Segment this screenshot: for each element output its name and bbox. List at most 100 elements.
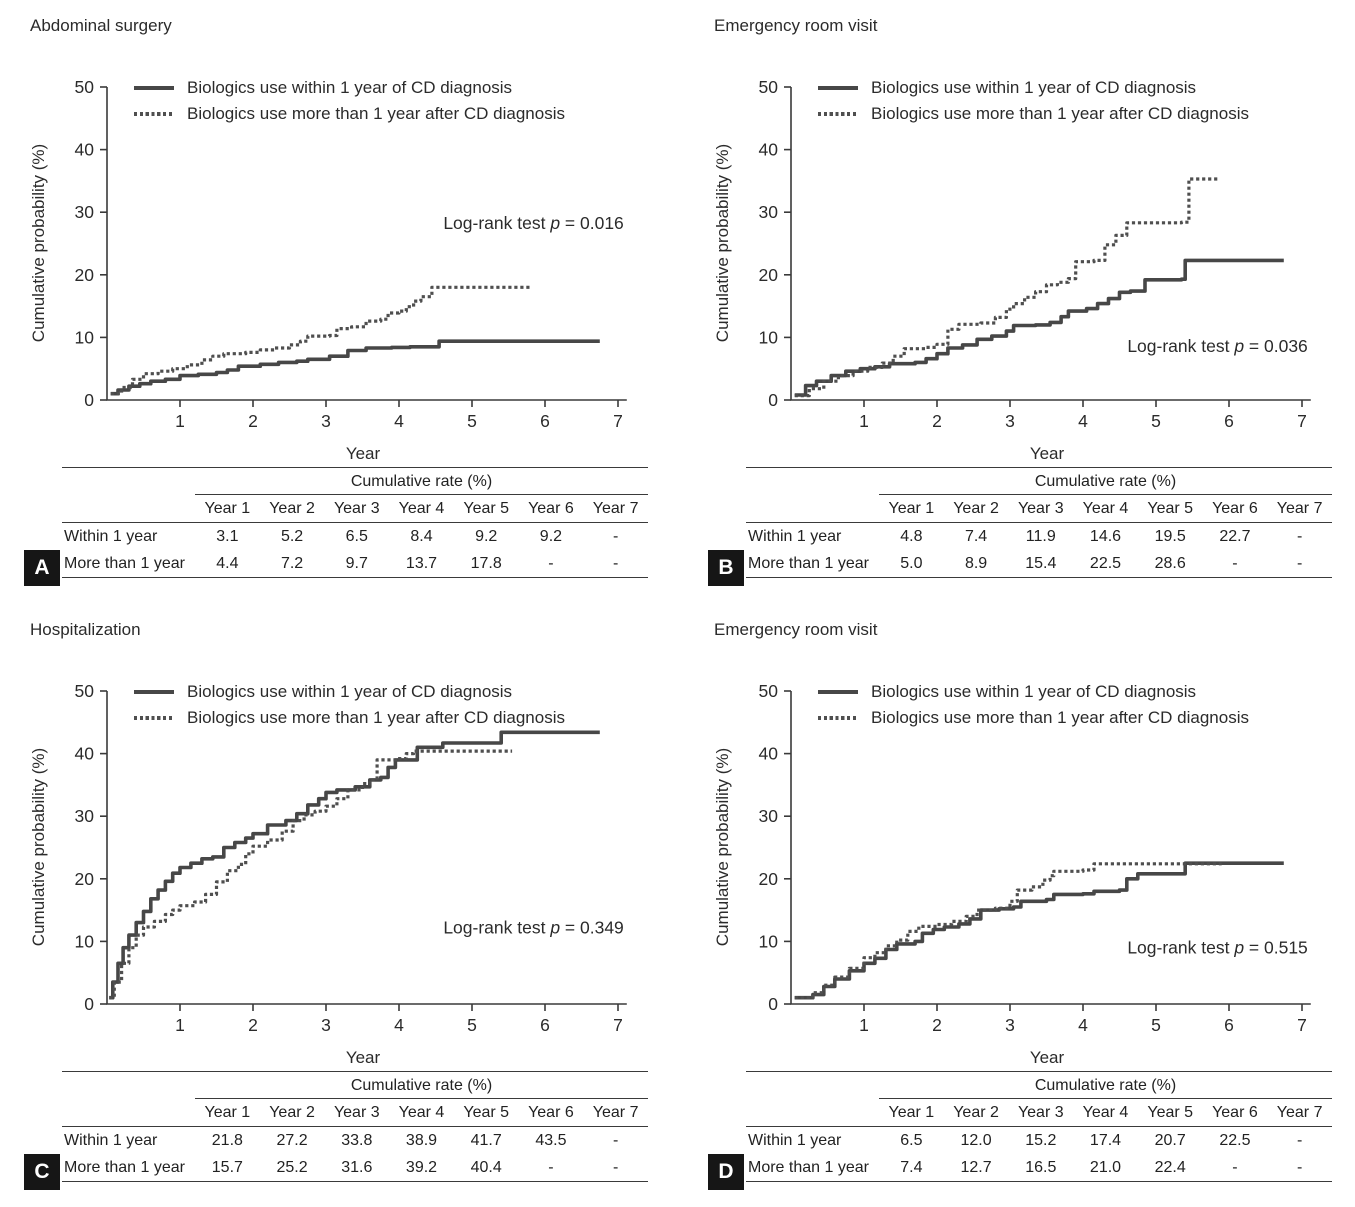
legend-row: Biologics use within 1 year of CD diagno… [134, 75, 565, 101]
panel-d: Emergency room visit Cumulative probabil… [708, 618, 1355, 1207]
y-tick-label: 10 [759, 327, 779, 347]
y-tick-label: 10 [75, 931, 95, 951]
table-header-cell: Year 6 [1212, 500, 1258, 517]
series-curve-solid [794, 861, 1284, 1000]
x-tick-label: 2 [248, 411, 258, 431]
legend: Biologics use within 1 year of CD diagno… [134, 75, 565, 127]
panel-letter-badge: D [708, 1154, 744, 1190]
table-value-cell: 39.2 [405, 1159, 438, 1176]
table-header-cell: Year 3 [1017, 1104, 1064, 1121]
table-row-label: More than 1 year [748, 555, 869, 572]
survival-chart-c: 0 10 20 30 40 50 1 2 3 4 5 6 7 Log-rank test p = 0.34… [75, 681, 627, 1035]
solid-line-swatch [134, 690, 174, 694]
table-row: More than 1 year 5.0 8.9 15.4 22.5 28.6 - - [746, 550, 1332, 577]
panel-letter-badge: B [708, 550, 744, 586]
table-row-label: Within 1 year [748, 1132, 842, 1149]
table-header-cell: Year 3 [333, 1104, 380, 1121]
x-tick-label: 1 [859, 1015, 869, 1035]
table-row-label: More than 1 year [64, 1159, 185, 1176]
legend: Biologics use within 1 year of CD diagno… [818, 75, 1249, 127]
table-column-headers: Year 1 Year 2 Year 3 Year 4 Year 5 Year 6 Year… [62, 495, 648, 523]
table-header-cell: Year 5 [1147, 500, 1194, 517]
table-row-label: Within 1 year [748, 528, 842, 545]
table-value-cell: 7.4 [964, 528, 988, 545]
table-value-cell: 5.2 [280, 528, 304, 545]
panel-b: Emergency room visit Cumulative probabil… [708, 14, 1355, 606]
table-value-cell: 7.4 [900, 1159, 923, 1176]
table-title: Cumulative rate (%) [879, 1072, 1332, 1099]
table-header-cell: Year 7 [1276, 1104, 1323, 1121]
x-tick-label: 1 [859, 411, 869, 431]
x-tick-label: 7 [613, 1015, 623, 1035]
x-axis-label: Year [345, 1048, 381, 1067]
table-row-label: More than 1 year [64, 555, 185, 572]
table-value-cell: 38.9 [405, 1132, 438, 1149]
y-tick-label: 0 [84, 390, 94, 410]
legend-label: Biologics use within 1 year of CD diagno… [187, 78, 513, 97]
x-tick-label: 6 [1224, 1015, 1234, 1035]
x-tick-label: 7 [1297, 1015, 1307, 1035]
table-value-cell: 22.7 [1219, 528, 1251, 545]
legend: Biologics use within 1 year of CD diagno… [818, 679, 1249, 731]
table-column-headers: Year 1 Year 2 Year 3 Year 4 Year 5 Year 6 Year… [62, 1099, 648, 1127]
table-value-cell: 17.8 [470, 555, 502, 572]
table-value-cell: 15.2 [1025, 1132, 1057, 1149]
table-value-cell: 9.2 [475, 528, 498, 545]
y-tick-label: 30 [75, 806, 95, 826]
table-value-cell: 14.6 [1089, 528, 1122, 545]
legend-row: Biologics use more than 1 year after CD … [134, 705, 565, 731]
y-tick-label: 40 [75, 140, 95, 160]
table-header-cell: Year 4 [398, 500, 445, 517]
table-value-cell: 12.0 [960, 1132, 992, 1149]
table-header-cell: Year 6 [528, 500, 574, 517]
y-tick-label: 20 [759, 265, 779, 285]
x-tick-label: 2 [248, 1015, 258, 1035]
table-row: Within 1 year 6.5 12.0 15.2 17.4 20.7 22.5 - [746, 1127, 1332, 1154]
table-header-cell: Year 5 [463, 500, 510, 517]
y-tick-label: 10 [759, 931, 779, 951]
table-value-cell: 31.6 [341, 1159, 373, 1176]
table-header-cell: Year 5 [1147, 1104, 1194, 1121]
x-tick-label: 4 [394, 411, 404, 431]
x-tick-label: 2 [932, 411, 942, 431]
cumulative-rate-table: Cumulative rate (%) Year 1 Year 2 Year 3 Ye… [746, 467, 1332, 578]
legend: Biologics use within 1 year of CD diagno… [134, 679, 565, 731]
table-value-cell: 41.7 [470, 1132, 502, 1149]
table-value-cell: 22.4 [1154, 1159, 1186, 1176]
x-tick-label: 5 [1151, 1015, 1161, 1035]
solid-line-swatch [818, 690, 858, 694]
table-value-cell: 21.0 [1089, 1159, 1122, 1176]
legend-label: Biologics use more than 1 year after CD … [871, 104, 1249, 123]
table-row: More than 1 year 7.4 12.7 16.5 21.0 22.4 - - [746, 1154, 1332, 1181]
table-value-cell: 19.5 [1154, 528, 1186, 545]
y-tick-label: 20 [75, 265, 95, 285]
table-value-cell: - [612, 528, 619, 545]
series-curve-dashed [794, 862, 1222, 1000]
x-tick-label: 3 [321, 1015, 331, 1035]
x-tick-label: 5 [467, 411, 477, 431]
table-value-cell: 28.6 [1154, 555, 1186, 572]
table-row: Within 1 year 4.8 7.4 11.9 14.6 19.5 22.7 - [746, 523, 1332, 550]
table-header-cell: Year 7 [1276, 500, 1323, 517]
survival-chart-b: 0 10 20 30 40 50 1 2 3 4 5 6 7 Log-rank test p = 0.03… [759, 77, 1311, 431]
series-curve-solid [110, 339, 600, 396]
dashed-line-swatch [818, 716, 858, 720]
x-tick-label: 3 [321, 411, 331, 431]
table-header-cell: Year 6 [528, 1104, 574, 1121]
y-tick-label: 40 [75, 744, 95, 764]
y-tick-label: 50 [759, 77, 779, 97]
y-tick-label: 0 [768, 390, 778, 410]
table-header-cell: Year 3 [333, 500, 380, 517]
y-tick-label: 0 [84, 994, 94, 1014]
x-axis-label: Year [345, 444, 381, 463]
legend-label: Biologics use within 1 year of CD diagno… [871, 682, 1197, 701]
table-row: Within 1 year 21.8 27.2 33.8 38.9 41.7 43.5 - [62, 1127, 648, 1154]
dashed-line-swatch [134, 112, 174, 116]
table-header-cell: Year 1 [204, 1104, 251, 1121]
table-value-cell: 13.7 [405, 555, 438, 572]
y-tick-label: 50 [759, 681, 779, 701]
y-tick-label: 30 [759, 806, 779, 826]
table-header-cell: Year 1 [204, 500, 251, 517]
table-value-cell: 16.5 [1025, 1159, 1057, 1176]
table-row: More than 1 year 15.7 25.2 31.6 39.2 40.4 - - [62, 1154, 648, 1181]
